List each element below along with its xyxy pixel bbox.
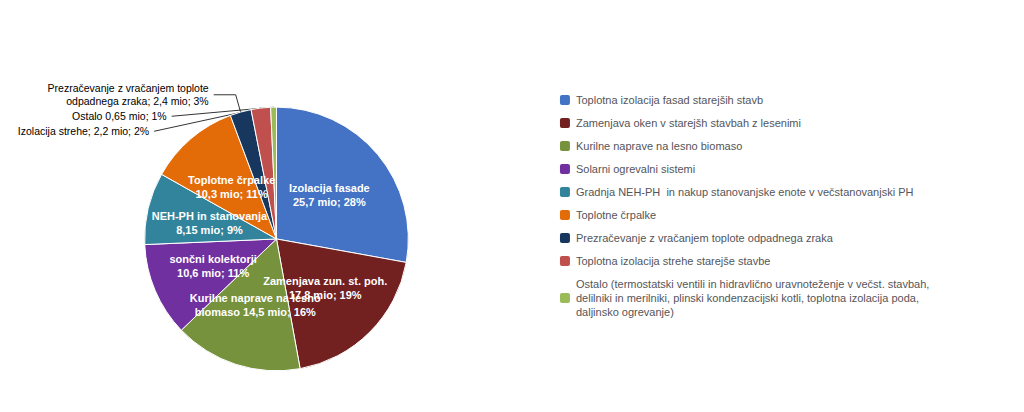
svg-text:Izolacija fasade: Izolacija fasade xyxy=(289,182,370,194)
svg-text:Solarni ogrevalni sistemi: Solarni ogrevalni sistemi xyxy=(576,163,695,175)
svg-text:Prezračevanje z vračanjem topl: Prezračevanje z vračanjem toplote odpadn… xyxy=(576,232,834,244)
svg-text:Toplotne črpalke: Toplotne črpalke xyxy=(576,209,656,221)
svg-text:daljinsko ogrevanje): daljinsko ogrevanje) xyxy=(576,306,674,318)
svg-text:Prezračevanje z vračanjem topl: Prezračevanje z vračanjem toplote xyxy=(48,82,209,94)
svg-text:Ostalo 0,65 mio; 1%: Ostalo 0,65 mio; 1% xyxy=(72,110,167,122)
svg-text:Kurilne naprave na lesno bioma: Kurilne naprave na lesno biomaso xyxy=(576,140,742,152)
svg-text:Gradnja NEH-PH in nakup stano: Gradnja NEH-PH in nakup stanovanjske eno… xyxy=(576,186,914,198)
svg-text:Zamenjava zun. st. poh.: Zamenjava zun. st. poh. xyxy=(263,275,387,287)
svg-text:Izolacija strehe; 2,2 mio; 2%: Izolacija strehe; 2,2 mio; 2% xyxy=(18,125,149,137)
svg-text:Toplotne črpalke: Toplotne črpalke xyxy=(188,174,275,186)
svg-text:17,8 mio; 19%: 17,8 mio; 19% xyxy=(288,288,362,301)
svg-text:25,7 mio; 28%: 25,7 mio; 28% xyxy=(293,196,366,208)
svg-text:odpadnega zraka; 2,4 mio; 3%: odpadnega zraka; 2,4 mio; 3% xyxy=(66,95,208,107)
svg-text:delilniki in merilniki, plinsk: delilniki in merilniki, plinski kondenza… xyxy=(576,292,919,304)
svg-text:Zamenjava oken v starejšh stav: Zamenjava oken v starejšh stavbah z lese… xyxy=(576,117,801,129)
svg-text:NEH-PH in stanovanja: NEH-PH in stanovanja xyxy=(152,210,268,222)
svg-text:Toplotna izolacija fasad stare: Toplotna izolacija fasad starejših stavb xyxy=(576,94,763,106)
svg-text:8,15 mio; 9%: 8,15 mio; 9% xyxy=(176,224,243,236)
svg-text:10,3 mio; 11%: 10,3 mio; 11% xyxy=(196,188,268,200)
svg-text:Ostalo (termostatski ventili i: Ostalo (termostatski ventili in hidravli… xyxy=(576,278,929,290)
svg-text:Kurilne naprave na lesno: Kurilne naprave na lesno xyxy=(190,292,321,304)
svg-text:Toplotna izolacija strehe star: Toplotna izolacija strehe starejše stavb… xyxy=(576,255,770,267)
svg-text:10,6 mio; 11%: 10,6 mio; 11% xyxy=(177,267,249,279)
svg-text:biomaso 14,5 mio; 16%: biomaso 14,5 mio; 16% xyxy=(195,306,316,318)
svg-text:sončni kolektorji: sončni kolektorji xyxy=(169,253,256,265)
